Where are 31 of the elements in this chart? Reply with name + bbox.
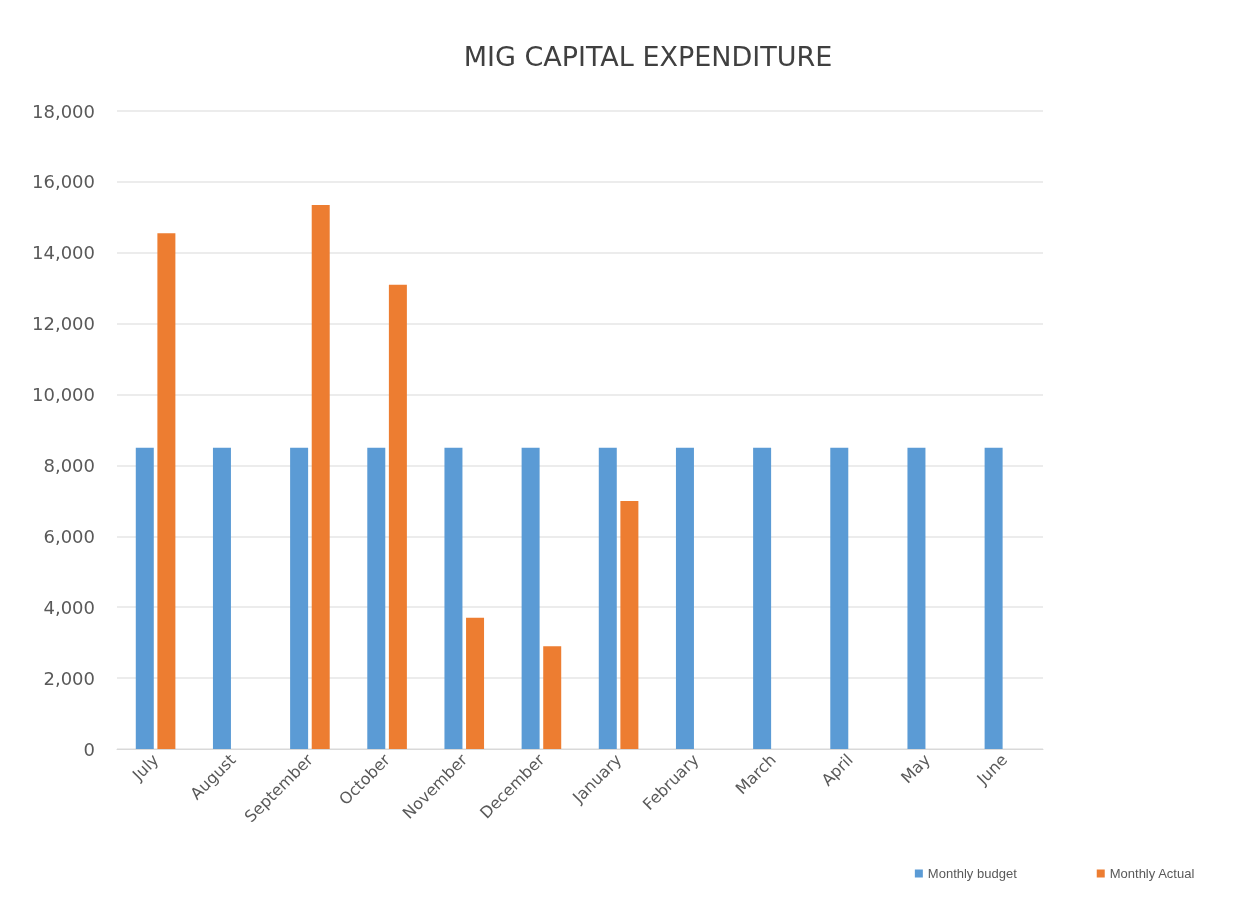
legend-label: Monthly budget (927, 866, 1018, 881)
y-tick-label: 0 (83, 738, 95, 760)
y-tick-label: 10,000 (32, 384, 95, 406)
legend-label: Monthly Actual (1109, 866, 1195, 881)
y-tick-label: 16,000 (32, 171, 95, 193)
bar (753, 447, 772, 749)
bar (521, 447, 540, 749)
bar (135, 447, 154, 749)
bar (830, 447, 849, 749)
y-tick-label: 6,000 (43, 525, 95, 547)
bar (984, 447, 1003, 749)
bar (367, 447, 386, 749)
bar (311, 204, 330, 749)
y-tick-label: 18,000 (32, 100, 95, 122)
bar (907, 447, 926, 749)
bar (598, 447, 617, 749)
y-tick-label: 4,000 (43, 596, 95, 618)
bar (212, 447, 231, 749)
bar (543, 646, 562, 749)
chart-title: MIG CAPITAL EXPENDITURE (463, 41, 833, 72)
bar (290, 447, 309, 749)
bar (444, 447, 463, 749)
y-tick-label: 12,000 (32, 313, 95, 335)
bar (675, 447, 694, 749)
y-tick-label: 8,000 (43, 454, 95, 476)
y-tick-label: 14,000 (32, 242, 95, 264)
bar (620, 500, 639, 749)
bar (466, 617, 485, 749)
y-tick-label: 2,000 (43, 667, 95, 689)
bar (157, 233, 176, 749)
bar (388, 284, 407, 749)
